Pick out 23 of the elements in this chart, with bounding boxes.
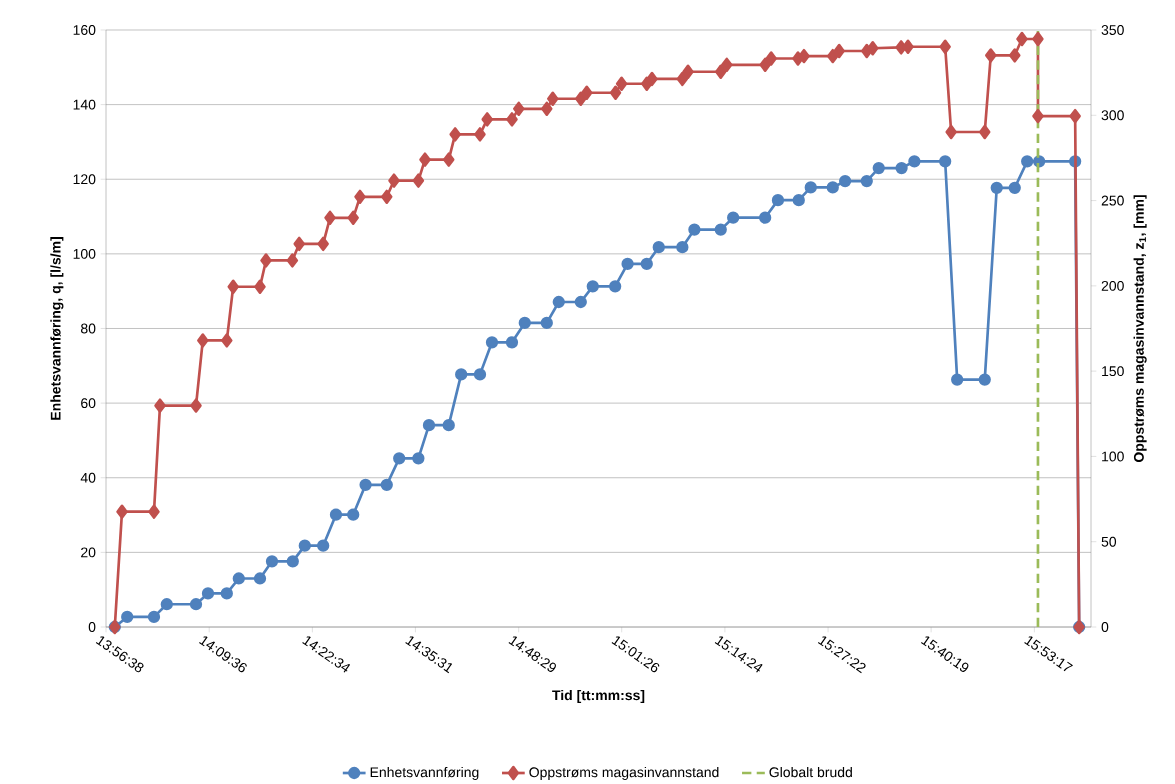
y2-tick-label: 50 — [1101, 536, 1117, 547]
y-tick-label: 80 — [80, 323, 96, 334]
y2-tick-label: 300 — [1101, 110, 1124, 121]
y-tick-label: 40 — [80, 472, 96, 483]
y-axis-title: Enhetsvannføring, q, [l/s/m] — [50, 236, 64, 420]
y-tick-label: 140 — [73, 99, 96, 110]
y-tick-label: 20 — [81, 547, 96, 558]
y-tick-label: 100 — [73, 248, 96, 259]
y2-tick-label: 150 — [1102, 365, 1124, 376]
y2-tick-label: 200 — [1101, 280, 1124, 291]
y2-tick-label: 100 — [1102, 451, 1124, 462]
legend-label: Globalt brudd — [769, 766, 852, 778]
legend-label: Enhetsvannføring — [370, 766, 479, 780]
y2-tick-label: 250 — [1101, 195, 1124, 206]
y-tick-label: 0 — [88, 621, 96, 632]
x-axis-title: Tid [tt:mm:ss] — [552, 689, 645, 703]
y2-axis-title: Oppstrøms magasinvannstand, z$_{1}$, [mm] — [1133, 194, 1147, 462]
y-tick-label: 160 — [73, 24, 96, 35]
y-tick-label: 120 — [73, 174, 96, 185]
legend-label: Oppstrøms magasinvannstand — [529, 766, 719, 780]
y-tick-label: 60 — [81, 397, 96, 408]
y2-tick-label: 0 — [1101, 621, 1109, 632]
y2-tick-label: 350 — [1101, 24, 1124, 35]
